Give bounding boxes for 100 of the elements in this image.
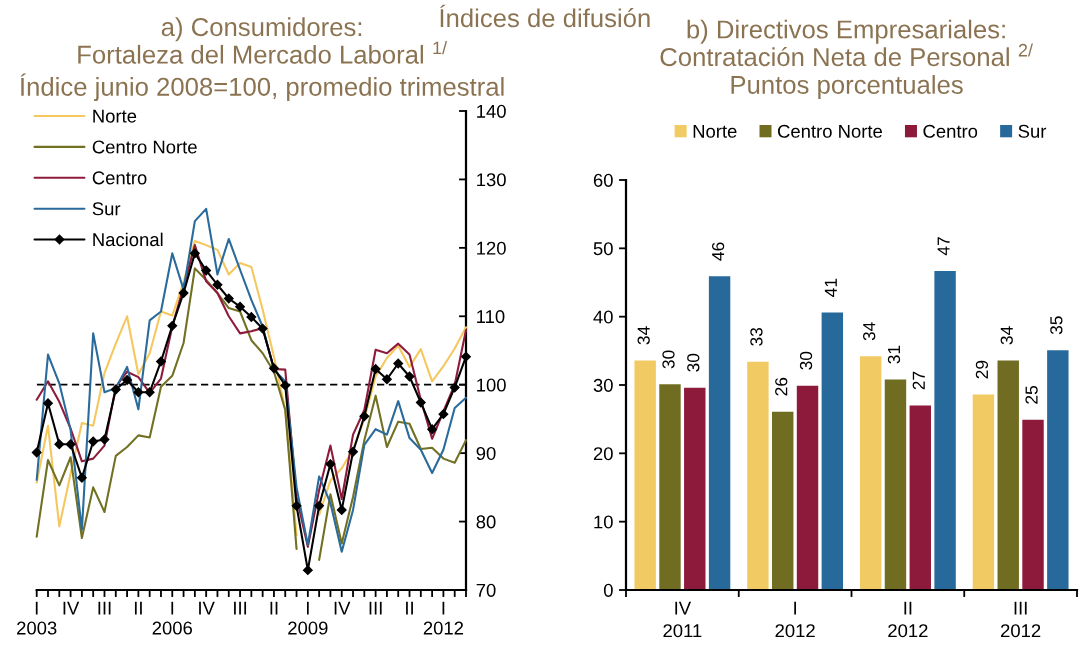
data-label: 34 [1000, 326, 1013, 345]
point [65, 439, 76, 450]
point [156, 356, 166, 367]
data-label: 25 [1025, 385, 1038, 404]
x-tick-label: II [134, 601, 142, 615]
y-tick-label: 110 [477, 310, 505, 324]
point [144, 387, 155, 398]
bar [747, 361, 769, 590]
point [178, 288, 189, 298]
y-tick-label: 40 [593, 310, 613, 324]
data-label: 47 [937, 237, 950, 256]
x-tick-label: III [234, 601, 247, 615]
bar [659, 384, 681, 590]
bar [1047, 350, 1069, 590]
y-tick-label: 0 [603, 583, 613, 597]
point [404, 371, 415, 382]
bar [708, 276, 731, 590]
point [427, 424, 438, 435]
point [269, 363, 279, 374]
y-tick-label: 60 [593, 173, 613, 187]
legend-label: Centro [92, 171, 147, 185]
point [461, 351, 471, 362]
chart-title: b) Directivos Empresariales: Contratación Neta de Personal $^{2/}$ Puntos porcentuales [660, 19, 1033, 99]
bar [884, 379, 907, 590]
data-label: 33 [750, 327, 763, 346]
data-label: 46 [711, 242, 725, 261]
point [246, 312, 257, 322]
x-tick-label: IV [199, 601, 215, 615]
bar [997, 360, 1019, 590]
data-label: 27 [912, 371, 925, 390]
y-tick-label: 80 [476, 515, 496, 529]
data-label: 26 [775, 377, 788, 396]
point [54, 439, 65, 450]
point [212, 279, 223, 290]
legend-label: Centro [923, 124, 978, 138]
x-tick-label: II 2012 [888, 601, 928, 638]
point [449, 382, 460, 393]
y-tick-label: 70 [476, 583, 496, 597]
bar [684, 387, 706, 590]
point [43, 398, 53, 409]
point [223, 293, 234, 304]
legend-label: Norte [93, 109, 137, 123]
x-tick-label: II [270, 601, 278, 615]
bar [634, 360, 656, 590]
point [110, 384, 121, 395]
y-tick-label: 50 [593, 242, 613, 256]
data-label: 31 [887, 345, 901, 364]
data-label: 29 [975, 360, 989, 379]
point [88, 436, 99, 447]
y-tick-label: 20 [593, 447, 613, 461]
point [393, 358, 404, 369]
legend-label: Centro Norte [778, 124, 882, 138]
data-label: 30 [662, 350, 675, 369]
point [302, 565, 313, 576]
bar [1022, 419, 1044, 590]
point [133, 387, 144, 398]
data-label: 34 [637, 326, 650, 345]
point [314, 500, 325, 511]
x-tick-label: IV [63, 601, 80, 615]
point [382, 374, 392, 385]
point [31, 447, 42, 458]
legend-label: Sur [92, 202, 121, 216]
bar [909, 405, 931, 590]
bar [821, 312, 844, 590]
x-tick-label: II [406, 601, 413, 615]
bar [796, 385, 819, 590]
point [348, 446, 358, 457]
x-tick-label: III [98, 601, 111, 615]
point [201, 265, 212, 276]
y-tick-label: 10 [594, 515, 613, 529]
point [370, 364, 381, 374]
bar [972, 394, 995, 590]
x-tick-label: I 2009 [288, 601, 328, 635]
legend-label: Centro Norte [92, 140, 197, 154]
point [325, 459, 336, 470]
legend-label: Nacional [93, 232, 163, 247]
point [167, 320, 178, 331]
bar [934, 270, 956, 590]
point [415, 397, 426, 408]
legend-label: Sur [1018, 124, 1047, 138]
x-tick-label: IV [334, 601, 351, 615]
point [76, 472, 87, 483]
x-tick-label: I 2006 [152, 601, 193, 635]
point [280, 380, 291, 391]
y-tick-label: 120 [477, 241, 506, 255]
data-label: 34 [863, 322, 876, 341]
x-tick-label: III [369, 601, 382, 615]
y-tick-label: 130 [477, 173, 506, 187]
point [438, 409, 449, 420]
point [359, 411, 370, 422]
x-tick-label: IV 2011 [663, 601, 702, 638]
point [235, 301, 245, 312]
point [291, 500, 302, 511]
point [336, 505, 347, 515]
data-label: 30 [799, 351, 813, 370]
y-tick-label: 30 [593, 378, 613, 392]
data-label: 41 [824, 278, 837, 297]
y-tick-label: 90 [476, 446, 496, 461]
legend-label: Norte [693, 124, 737, 138]
point [122, 375, 132, 385]
